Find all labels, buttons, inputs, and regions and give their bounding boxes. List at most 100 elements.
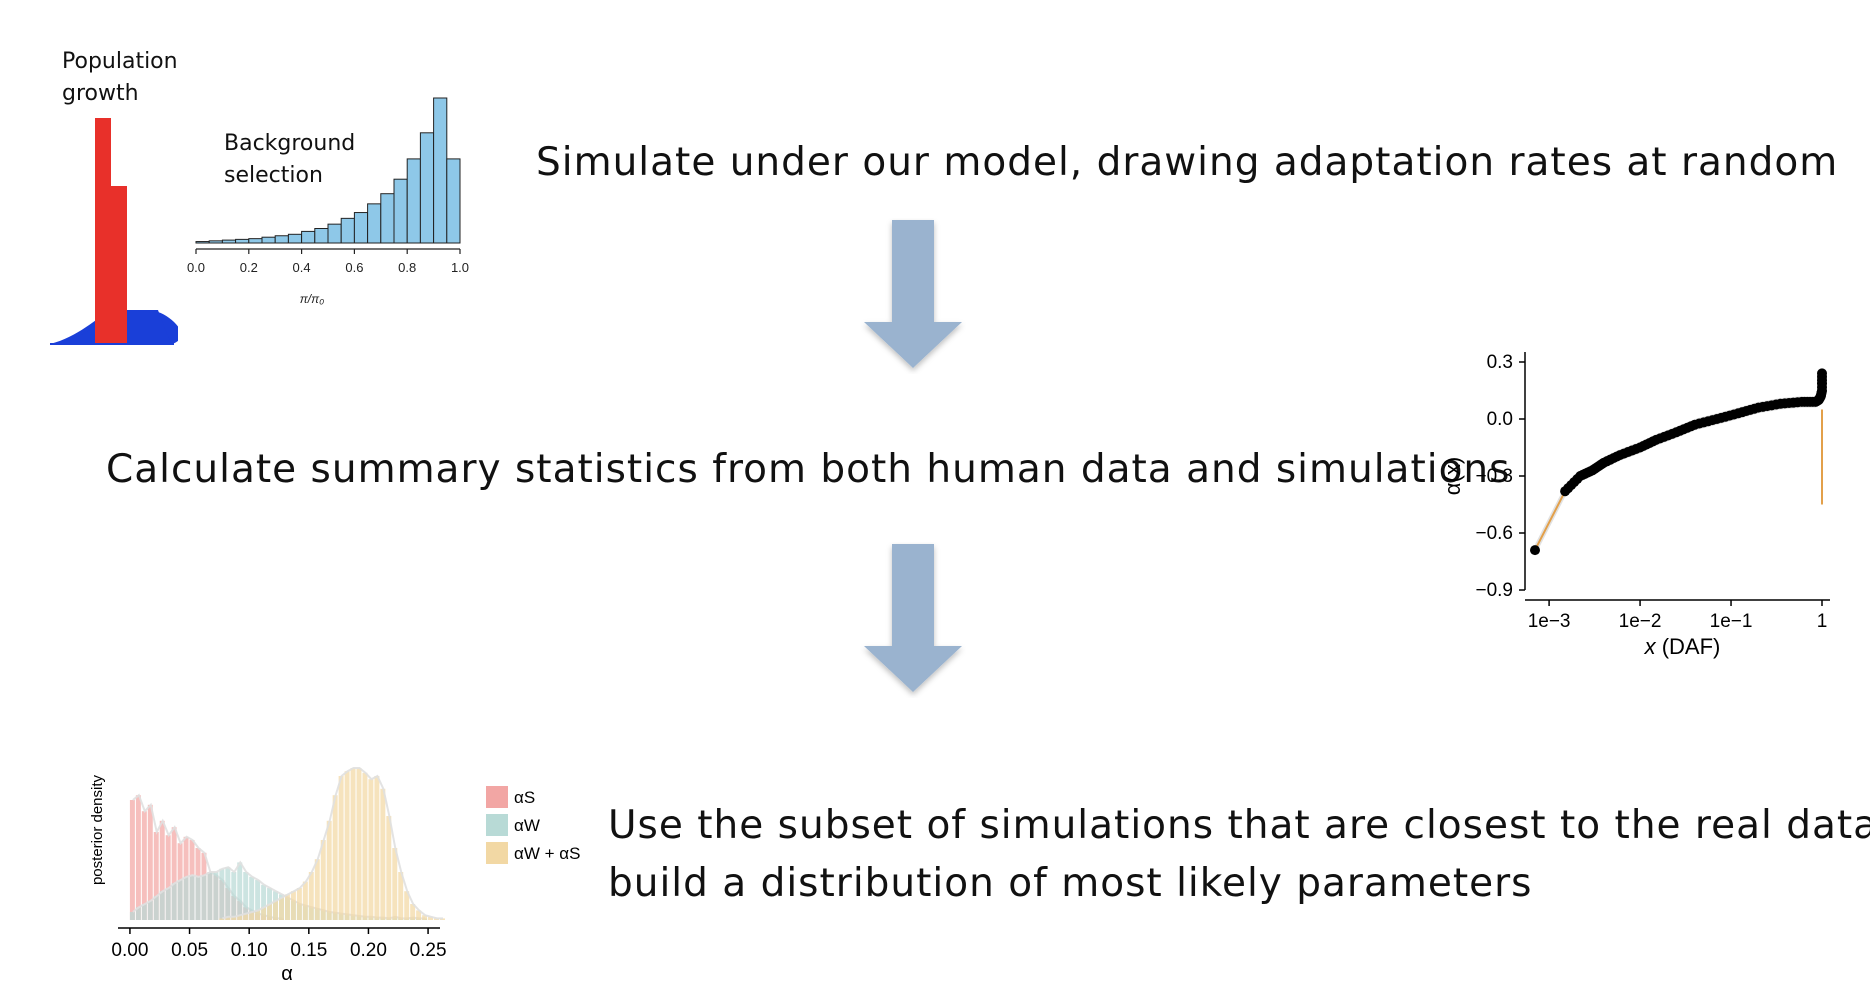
density-bar: [177, 880, 183, 920]
density-bar: [279, 897, 284, 920]
y-axis-label: α(x): [1440, 457, 1465, 495]
legend-label: αS: [514, 788, 535, 807]
x-tick-label: 0.25: [410, 940, 447, 961]
density-bar: [129, 800, 135, 920]
density-bar: [404, 891, 410, 920]
data-point: [1686, 421, 1697, 432]
histogram-bar: [195, 241, 210, 244]
density-bar: [171, 827, 177, 920]
density-bar: [290, 891, 296, 920]
density-bar: [189, 875, 195, 920]
step-subset-text-line1: Use the subset of simulations that are c…: [608, 803, 1870, 848]
density-bar: [243, 872, 249, 920]
legend-label: αW: [514, 816, 540, 835]
density-bar: [195, 876, 201, 920]
density-bar: [231, 872, 237, 920]
y-tick-label: −0.3: [1475, 466, 1513, 487]
density-bar: [267, 904, 273, 920]
down-arrow-2: [864, 544, 962, 692]
data-point: [1707, 415, 1718, 426]
x-tick-label: 0.05: [171, 940, 208, 961]
density-bar: [368, 779, 374, 920]
population-growth-bar-tall: [95, 118, 111, 344]
density-bar: [386, 816, 392, 920]
legend-swatch: [486, 814, 508, 836]
histogram-bar: [235, 238, 250, 244]
density-bar: [362, 772, 368, 920]
legend-label: αW + αS: [514, 844, 580, 863]
background-selection-label-line1: Background: [224, 131, 356, 156]
density-bar: [422, 915, 428, 920]
density-bar: [261, 907, 267, 920]
histogram-bar: [406, 158, 421, 244]
x-axis-label: α: [281, 963, 293, 985]
histogram-bar: [340, 217, 355, 244]
histogram-bar: [301, 230, 316, 244]
density-bar: [153, 832, 159, 920]
down-arrow-1: [864, 220, 962, 368]
data-point: [1728, 409, 1739, 420]
histogram-bar: [327, 223, 342, 244]
density-bar: [231, 916, 237, 920]
density-bar: [237, 862, 243, 920]
density-bar: [332, 795, 338, 920]
density-bar: [416, 910, 422, 920]
population-growth-bar-short: [111, 186, 127, 344]
histogram-bar: [367, 203, 382, 244]
density-bar: [392, 848, 398, 920]
density-bar: [237, 915, 243, 920]
density-bar: [320, 840, 326, 920]
density-bar: [273, 900, 278, 920]
population-growth-label-line2: growth: [62, 81, 139, 106]
density-bar: [249, 876, 255, 920]
x-tick-label: 0.2: [240, 260, 258, 275]
density-bar: [207, 872, 213, 920]
density-bar: [410, 904, 416, 920]
density-bar: [153, 896, 159, 920]
data-point: [1749, 403, 1760, 414]
density-bar: [338, 776, 344, 920]
x-tick-label: 1.0: [451, 260, 469, 275]
density-bar: [344, 771, 350, 920]
data-point: [1771, 399, 1782, 410]
histogram-bar: [393, 178, 408, 244]
histogram-bar: [314, 228, 329, 244]
density-bar: [255, 910, 261, 920]
x-tick-label: 0.10: [231, 940, 268, 961]
population-growth-diagram: [50, 118, 178, 345]
density-bar: [183, 876, 189, 920]
density-bar: [225, 867, 231, 920]
histogram-bar: [419, 132, 435, 244]
density-bar: [428, 916, 434, 920]
x-tick-label: 0.6: [345, 260, 363, 275]
histogram-bar: [208, 240, 223, 244]
histogram-bar: [380, 193, 395, 244]
histogram-bar: [446, 158, 461, 244]
density-bar: [380, 788, 386, 920]
density-bar: [135, 907, 141, 920]
step-simulate-text: Simulate under our model, drawing adapta…: [536, 140, 1839, 185]
histogram-bar: [221, 239, 237, 244]
density-bar: [219, 918, 225, 920]
density-bar: [129, 912, 135, 920]
posterior-density-chart: 0.00 0.05 0.10 0.15 0.20 0.25 α posterior densi…: [89, 767, 580, 985]
x-tick-label: 1e−3: [1528, 611, 1571, 632]
density-bar: [308, 872, 314, 920]
background-selection-label-line2: selection: [224, 163, 323, 188]
histogram-bar: [353, 212, 369, 244]
y-axis-label: posterior density: [89, 774, 106, 885]
density-bar: [159, 891, 165, 920]
density-bar: [249, 912, 255, 920]
density-bar: [147, 900, 153, 920]
y-tick-label: 0.3: [1487, 352, 1513, 373]
density-curve: [222, 767, 443, 920]
x-tick-label: 0.8: [398, 260, 416, 275]
density-bar: [243, 913, 249, 920]
density-bar: [255, 880, 261, 920]
density-bar: [165, 888, 171, 920]
x-axis-label: π/π₀: [300, 292, 324, 306]
histogram-bar: [274, 235, 289, 244]
density-bar: [201, 875, 207, 920]
density-bar: [326, 820, 332, 920]
density-bar: [141, 904, 147, 920]
